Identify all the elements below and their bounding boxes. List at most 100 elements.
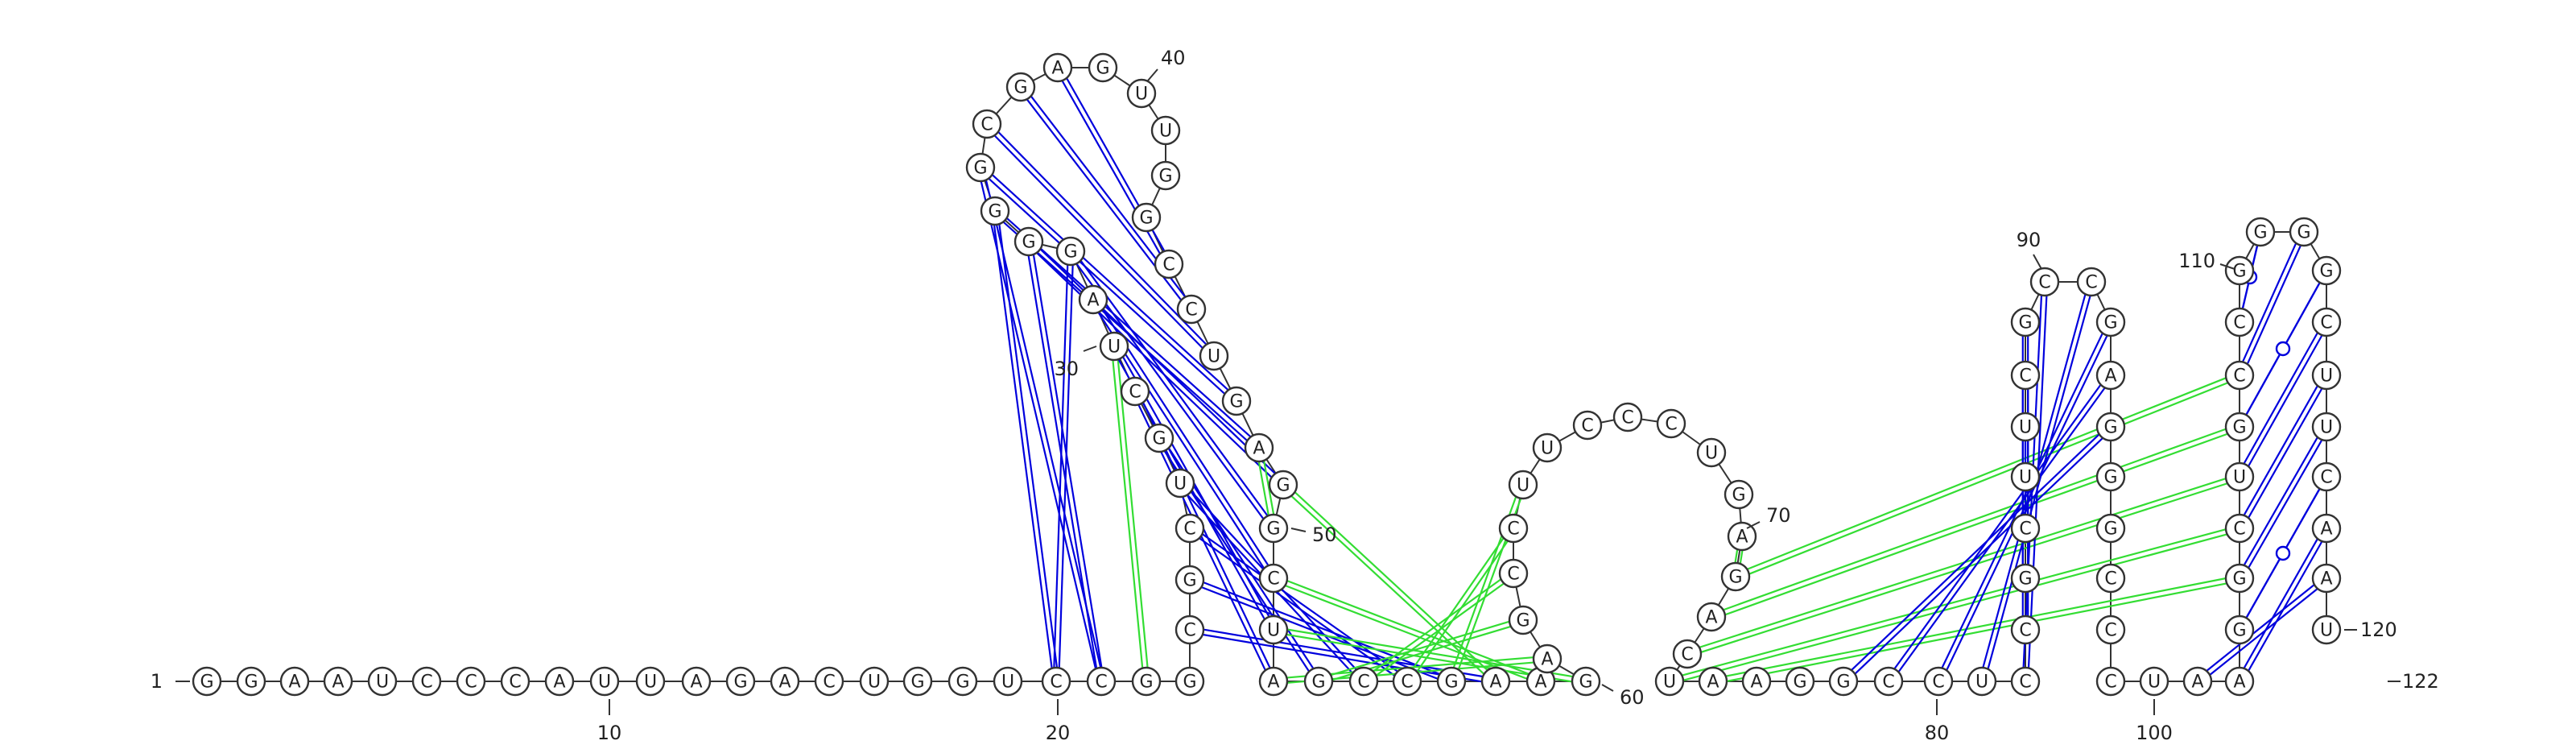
nucleotide-letter: G xyxy=(2018,313,2032,333)
nucleotide-letter: G xyxy=(973,159,987,179)
canonical-base-pair xyxy=(1053,264,1074,668)
nucleotide-5: U xyxy=(367,666,398,697)
canonical-base-pair xyxy=(2243,538,2323,672)
nucleotide-58: A xyxy=(1480,666,1511,697)
nucleotide-22: G xyxy=(1131,666,1162,697)
nucleotide-letter: A xyxy=(1750,672,1762,693)
nucleotide-56: C xyxy=(1392,666,1422,697)
nucleotide-letter: C xyxy=(2019,621,2031,641)
canonical-base-pair xyxy=(2243,385,2323,519)
nucleotide-letter: C xyxy=(1882,672,1894,693)
nucleotide-letter: G xyxy=(1139,672,1153,693)
nucleotide-82: C xyxy=(1923,666,1954,697)
nucleotide-70: U xyxy=(1696,437,1727,468)
nucleotide-letter: C xyxy=(1621,408,1633,428)
nucleotide-letter: A xyxy=(1253,439,1265,459)
nucleotide-letter: U xyxy=(2233,468,2246,488)
nucleotide-27: U xyxy=(1165,468,1195,499)
nucleotide-18: G xyxy=(947,666,978,697)
nucleotide-letter: C xyxy=(2019,672,2031,693)
nucleotide-letter: G xyxy=(910,672,924,693)
canonical-base-pair xyxy=(988,174,1229,395)
nucleotide-1: G xyxy=(192,666,222,697)
nucleotide-73: G xyxy=(1720,561,1751,592)
nucleotide-109: G xyxy=(2224,412,2255,442)
nucleotide-48: A xyxy=(1244,432,1274,463)
nucleotide-letter: A xyxy=(1267,672,1279,693)
nucleotide-121: A xyxy=(2311,563,2342,594)
nucleotide-letter: C xyxy=(464,672,477,693)
nucleotide-34: G xyxy=(980,196,1010,226)
index-label-70: 70 xyxy=(1766,504,1791,527)
nucleotide-letter: G xyxy=(1444,672,1458,693)
nucleotide-26: C xyxy=(1174,513,1205,544)
nucleotide-49: G xyxy=(1268,470,1298,500)
nucleotide-letter: C xyxy=(1162,255,1174,275)
nucleotide-letter: G xyxy=(733,672,747,693)
index-label-60: 60 xyxy=(1620,686,1645,709)
nucleotide-letter: A xyxy=(332,672,344,693)
nucleotide-letter: U xyxy=(1208,347,1220,367)
nucleotide-13: G xyxy=(725,666,756,697)
nucleotide-letter: G xyxy=(2103,313,2117,333)
nucleotide-50: G xyxy=(1258,513,1289,544)
nucleotide-letter: G xyxy=(200,672,213,693)
nucleotide-63: C xyxy=(1498,558,1529,589)
nucleotide-letter: C xyxy=(420,672,432,693)
nucleotide-115: G xyxy=(2311,255,2342,286)
noncanonical-base-pair xyxy=(1112,359,1149,668)
nucleotide-28: G xyxy=(1144,423,1174,453)
index-labels: 1 10 20 30 40 50 60 70 80 90 100 110 120… xyxy=(151,47,2439,744)
nucleotide-letter: C xyxy=(1581,416,1593,437)
nucleotide-107: C xyxy=(2224,513,2255,544)
nucleotide-letter: A xyxy=(2104,366,2116,387)
nucleotide-116: C xyxy=(2311,307,2342,337)
canonical-base-pair xyxy=(2206,584,2318,676)
nucleotide-69: C xyxy=(1656,408,1686,439)
nucleotide-letter: C xyxy=(1183,621,1195,641)
nucleotide-46: U xyxy=(1199,341,1229,371)
nucleotide-80: G xyxy=(1828,666,1859,697)
nucleotide-7: C xyxy=(456,666,486,697)
index-label-10: 10 xyxy=(597,722,622,744)
nucleotide-54: G xyxy=(1303,666,1334,697)
nucleotide-114: G xyxy=(2289,217,2319,247)
nucleotide-78: A xyxy=(1741,666,1772,697)
nucleotide-letter: U xyxy=(1135,85,1148,105)
index-label-100: 100 xyxy=(2136,722,2173,744)
nucleotide-16: U xyxy=(859,666,890,697)
nucleotide-letter: C xyxy=(1665,415,1677,435)
nucleotide-letter: C xyxy=(1129,383,1141,403)
nucleotide-letter: C xyxy=(2320,468,2332,488)
nucleotide-81: C xyxy=(1873,666,1904,697)
nucleotide-letter: G xyxy=(1063,242,1077,263)
nucleotide-85: C xyxy=(2010,615,2041,645)
nucleotide-letter: U xyxy=(1001,672,1014,693)
nucleotide-letter: U xyxy=(1174,474,1187,495)
nucleotide-65: U xyxy=(1508,470,1538,500)
nucleotide-75: C xyxy=(1672,639,1703,669)
nucleotide-letter: C xyxy=(1932,672,1944,693)
nucleotide-letter: A xyxy=(2320,569,2332,590)
nucleotide-55: C xyxy=(1348,666,1379,697)
nucleotide-20: C xyxy=(1041,666,1071,697)
nucleotide-letter: G xyxy=(988,202,1001,222)
nucleotide-104: A xyxy=(2224,666,2255,697)
noncanonical-base-pair xyxy=(1285,580,1530,680)
nucleotide-3: A xyxy=(279,666,310,697)
nucleotide-letter: C xyxy=(2104,672,2116,693)
nucleotide-letter: G xyxy=(1311,672,1325,693)
nucleotide-103: A xyxy=(2182,666,2213,697)
nucleotide-letter: G xyxy=(2232,621,2246,641)
canonical-base-pair xyxy=(1097,308,1269,569)
nucleotide-36: C xyxy=(972,109,1002,139)
nucleotide-letter: G xyxy=(1152,429,1166,449)
nucleotide-letter: A xyxy=(1489,672,1501,693)
nucleotide-32: G xyxy=(1055,236,1086,267)
nucleotide-letter: G xyxy=(956,672,969,693)
nucleotide-102: U xyxy=(2139,666,2169,697)
nucleotide-letter: U xyxy=(1159,122,1172,142)
nucleotide-letter: A xyxy=(690,672,702,693)
nucleotide-57: G xyxy=(1436,666,1467,697)
nucleotide-112: G xyxy=(2224,255,2255,286)
